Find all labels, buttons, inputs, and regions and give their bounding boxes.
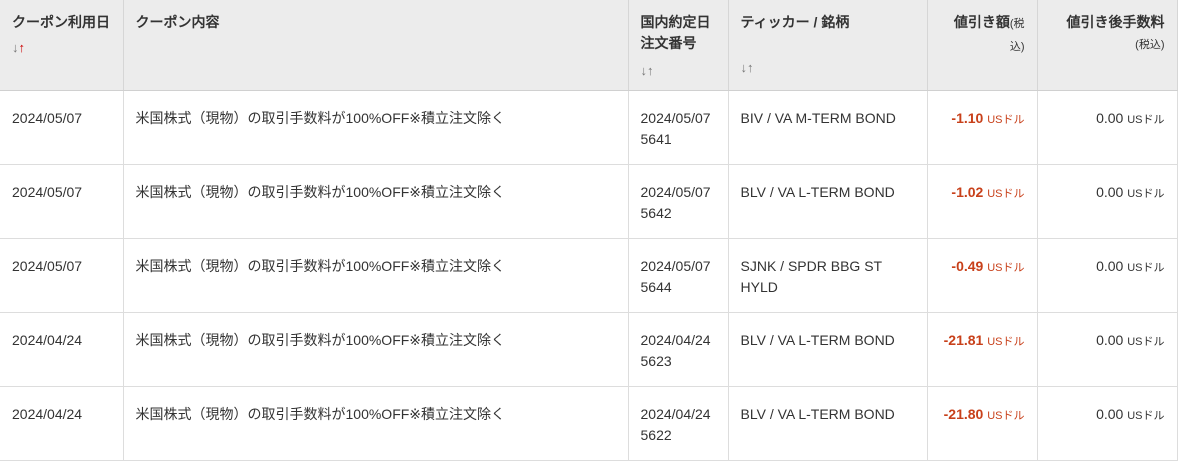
cell-fee: 0.00 USドル bbox=[1037, 164, 1178, 239]
header-fee: 値引き後手数料 (税込) bbox=[1037, 0, 1178, 91]
cell-fee: 0.00 USドル bbox=[1037, 90, 1178, 165]
table-header-row: クーポン利用日 ↓↑ クーポン内容 国内約定日 注文番号 ↓↑ ティッカー / 銘… bbox=[0, 0, 1178, 91]
cell-ticker: BIV / VA M-TERM BOND bbox=[728, 90, 928, 165]
sort-down-icon[interactable]: ↓ bbox=[640, 63, 648, 78]
sort-up-icon[interactable]: ↑ bbox=[18, 40, 26, 55]
cell-discount: -1.02 USドル bbox=[927, 164, 1038, 239]
header-content: クーポン内容 bbox=[123, 0, 629, 91]
sort-toggle[interactable]: ↓↑ bbox=[641, 60, 716, 81]
cell-content: 米国株式（現物）の取引手数料が100%OFF※積立注文除く bbox=[123, 238, 629, 313]
table-row: 2024/04/24 米国株式（現物）の取引手数料が100%OFF※積立注文除く… bbox=[0, 312, 1178, 387]
cell-discount: -1.10 USドル bbox=[927, 90, 1038, 165]
cell-fee: 0.00 USドル bbox=[1037, 238, 1178, 313]
cell-date: 2024/04/24 bbox=[0, 312, 124, 387]
sort-toggle[interactable]: ↓↑ bbox=[12, 37, 111, 58]
cell-date: 2024/05/07 bbox=[0, 164, 124, 239]
table-row: 2024/04/24 米国株式（現物）の取引手数料が100%OFF※積立注文除く… bbox=[0, 386, 1178, 461]
header-order[interactable]: 国内約定日 注文番号 ↓↑ bbox=[628, 0, 729, 91]
cell-fee: 0.00 USドル bbox=[1037, 386, 1178, 461]
cell-ticker: BLV / VA L-TERM BOND bbox=[728, 312, 928, 387]
cell-date: 2024/04/24 bbox=[0, 386, 124, 461]
header-ticker[interactable]: ティッカー / 銘柄 ↓↑ bbox=[728, 0, 928, 91]
cell-content: 米国株式（現物）の取引手数料が100%OFF※積立注文除く bbox=[123, 386, 629, 461]
sort-down-icon[interactable]: ↓ bbox=[12, 40, 19, 55]
cell-ticker: BLV / VA L-TERM BOND bbox=[728, 164, 928, 239]
cell-order: 2024/05/07 5644 bbox=[628, 238, 729, 313]
sort-down-icon[interactable]: ↓ bbox=[740, 60, 748, 75]
header-discount: 値引き額(税込) bbox=[927, 0, 1038, 91]
table-row: 2024/05/07 米国株式（現物）の取引手数料が100%OFF※積立注文除く… bbox=[0, 238, 1178, 313]
cell-content: 米国株式（現物）の取引手数料が100%OFF※積立注文除く bbox=[123, 90, 629, 165]
sort-toggle[interactable]: ↓↑ bbox=[741, 57, 915, 78]
cell-content: 米国株式（現物）の取引手数料が100%OFF※積立注文除く bbox=[123, 312, 629, 387]
sort-up-icon[interactable]: ↑ bbox=[647, 63, 654, 78]
cell-order: 2024/04/24 5623 bbox=[628, 312, 729, 387]
cell-order: 2024/05/07 5642 bbox=[628, 164, 729, 239]
cell-order: 2024/04/24 5622 bbox=[628, 386, 729, 461]
cell-date: 2024/05/07 bbox=[0, 90, 124, 165]
cell-ticker: BLV / VA L-TERM BOND bbox=[728, 386, 928, 461]
cell-ticker: SJNK / SPDR BBG ST HYLD bbox=[728, 238, 928, 313]
sort-up-icon[interactable]: ↑ bbox=[747, 60, 754, 75]
cell-order: 2024/05/07 5641 bbox=[628, 90, 729, 165]
table-row: 2024/05/07 米国株式（現物）の取引手数料が100%OFF※積立注文除く… bbox=[0, 164, 1178, 239]
cell-content: 米国株式（現物）の取引手数料が100%OFF※積立注文除く bbox=[123, 164, 629, 239]
header-date[interactable]: クーポン利用日 ↓↑ bbox=[0, 0, 124, 91]
cell-discount: -0.49 USドル bbox=[927, 238, 1038, 313]
cell-discount: -21.80 USドル bbox=[927, 386, 1038, 461]
table-row: 2024/05/07 米国株式（現物）の取引手数料が100%OFF※積立注文除く… bbox=[0, 90, 1178, 165]
cell-fee: 0.00 USドル bbox=[1037, 312, 1178, 387]
cell-discount: -21.81 USドル bbox=[927, 312, 1038, 387]
cell-date: 2024/05/07 bbox=[0, 238, 124, 313]
